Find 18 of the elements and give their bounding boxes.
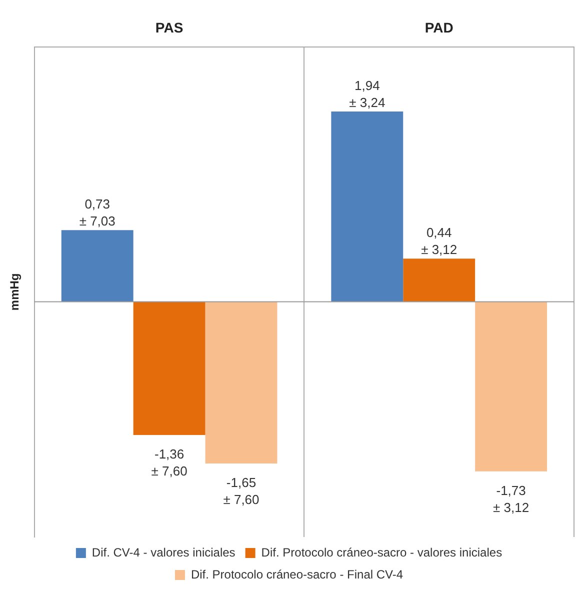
bar [133, 302, 206, 436]
x-tick-label: PAS [155, 19, 184, 36]
data-label: -1,73 ± 3,12 [493, 482, 530, 515]
data-label: 0,44 ± 3,12 [421, 225, 458, 258]
bar [61, 230, 134, 302]
bar [205, 302, 278, 464]
data-label: 1,94 ± 3,24 [349, 78, 386, 110]
y-axis-title: mmHg [8, 273, 22, 311]
bar [403, 258, 476, 302]
data-label: 0,73 ± 7,03 [79, 196, 116, 229]
data-label: -1,36 ± 7,60 [151, 446, 188, 479]
data-label: -1,65 ± 7,60 [223, 475, 260, 508]
x-tick-label: PAD [424, 19, 454, 36]
legend-label: Dif. CV-4 - valores iniciales [92, 545, 236, 560]
bar [331, 112, 404, 302]
legend-label: Dif. Protocolo cráneo-sacro - valores iniciales [261, 545, 502, 560]
bar [475, 302, 548, 472]
legend-label: Dif. Protocolo cráneo-sacro - Final CV-4 [190, 567, 404, 582]
